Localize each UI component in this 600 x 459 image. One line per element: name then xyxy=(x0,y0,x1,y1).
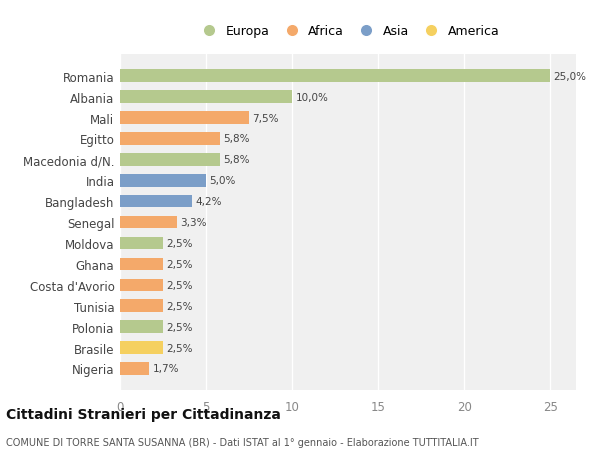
Text: 1,7%: 1,7% xyxy=(152,364,179,374)
Legend: Europa, Africa, Asia, America: Europa, Africa, Asia, America xyxy=(193,21,503,42)
Text: 2,5%: 2,5% xyxy=(166,280,193,290)
Bar xyxy=(120,300,163,312)
Text: 4,2%: 4,2% xyxy=(196,197,222,207)
Bar xyxy=(120,341,163,354)
Bar xyxy=(120,174,206,187)
Bar xyxy=(120,133,220,146)
Text: 2,5%: 2,5% xyxy=(166,322,193,332)
Bar xyxy=(120,279,163,291)
Bar xyxy=(120,258,163,271)
Bar xyxy=(120,196,192,208)
Bar xyxy=(120,237,163,250)
Bar xyxy=(120,70,550,83)
Text: 3,3%: 3,3% xyxy=(180,218,207,228)
Bar xyxy=(120,112,249,124)
Text: Cittadini Stranieri per Cittadinanza: Cittadini Stranieri per Cittadinanza xyxy=(6,407,281,421)
Text: COMUNE DI TORRE SANTA SUSANNA (BR) - Dati ISTAT al 1° gennaio - Elaborazione TUT: COMUNE DI TORRE SANTA SUSANNA (BR) - Dat… xyxy=(6,437,479,447)
Text: 5,8%: 5,8% xyxy=(223,134,250,144)
Text: 2,5%: 2,5% xyxy=(166,239,193,248)
Bar xyxy=(120,91,292,104)
Text: 2,5%: 2,5% xyxy=(166,259,193,269)
Text: 7,5%: 7,5% xyxy=(253,113,279,123)
Text: 5,0%: 5,0% xyxy=(209,176,236,186)
Text: 25,0%: 25,0% xyxy=(554,72,587,82)
Text: 10,0%: 10,0% xyxy=(296,92,328,102)
Bar xyxy=(120,363,149,375)
Bar xyxy=(120,216,177,229)
Bar xyxy=(120,321,163,333)
Bar xyxy=(120,154,220,166)
Text: 2,5%: 2,5% xyxy=(166,343,193,353)
Text: 5,8%: 5,8% xyxy=(223,155,250,165)
Text: 2,5%: 2,5% xyxy=(166,301,193,311)
